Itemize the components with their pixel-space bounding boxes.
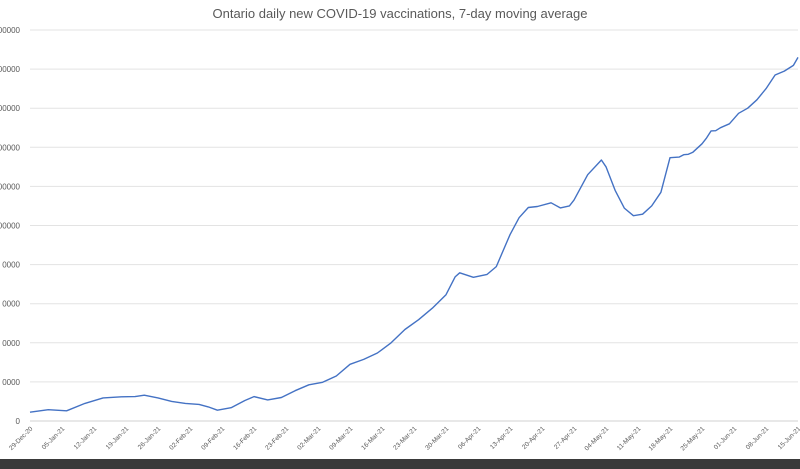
x-tick-label: 25-May-21 — [679, 425, 706, 452]
x-tick-label: 02-Mar-21 — [296, 425, 322, 451]
x-tick-label: 08-Jun-21 — [745, 425, 771, 451]
x-tick-label: 23-Feb-21 — [264, 425, 290, 451]
x-tick-label: 16-Mar-21 — [360, 425, 386, 451]
x-tick-label: 12-Jan-21 — [73, 425, 99, 451]
y-tick-label: 0000 — [2, 378, 20, 387]
y-tick-label: 0000 — [2, 300, 20, 309]
x-tick-label: 04-May-21 — [583, 425, 610, 452]
x-tick-label: 06-Apr-21 — [457, 425, 483, 451]
y-tick-label: 0000 — [2, 339, 20, 348]
x-tick-label: 27-Apr-21 — [553, 425, 579, 451]
x-tick-label: 01-Jun-21 — [713, 425, 739, 451]
x-tick-label: 11-May-21 — [616, 425, 643, 452]
x-tick-label: 16-Feb-21 — [232, 425, 258, 451]
y-tick-label: 0 — [16, 417, 21, 426]
series-line — [29, 57, 799, 413]
x-tick-label: 02-Feb-21 — [168, 425, 194, 451]
x-tick-label: 05-Jan-21 — [41, 425, 67, 451]
x-tick-label: 09-Mar-21 — [328, 425, 354, 451]
x-tick-label: 19-Jan-21 — [105, 425, 131, 451]
bottom-bar — [0, 459, 800, 469]
x-tick-label: 29-Dec-20 — [8, 425, 35, 452]
x-tick-label: 18-May-21 — [647, 425, 674, 452]
x-tick-label: 15-Jun-21 — [777, 425, 800, 451]
x-tick-label: 20-Apr-21 — [521, 425, 547, 451]
x-tick-label: 09-Feb-21 — [200, 425, 226, 451]
x-tick-label: 30-Mar-21 — [424, 425, 450, 451]
x-tick-label: 13-Apr-21 — [489, 425, 515, 451]
y-tick-label: 0000 — [2, 261, 20, 270]
chart-title: Ontario daily new COVID-19 vaccinations,… — [212, 6, 588, 21]
x-tick-label: 23-Mar-21 — [392, 425, 418, 451]
x-tick-label: 26-Jan-21 — [137, 425, 163, 451]
